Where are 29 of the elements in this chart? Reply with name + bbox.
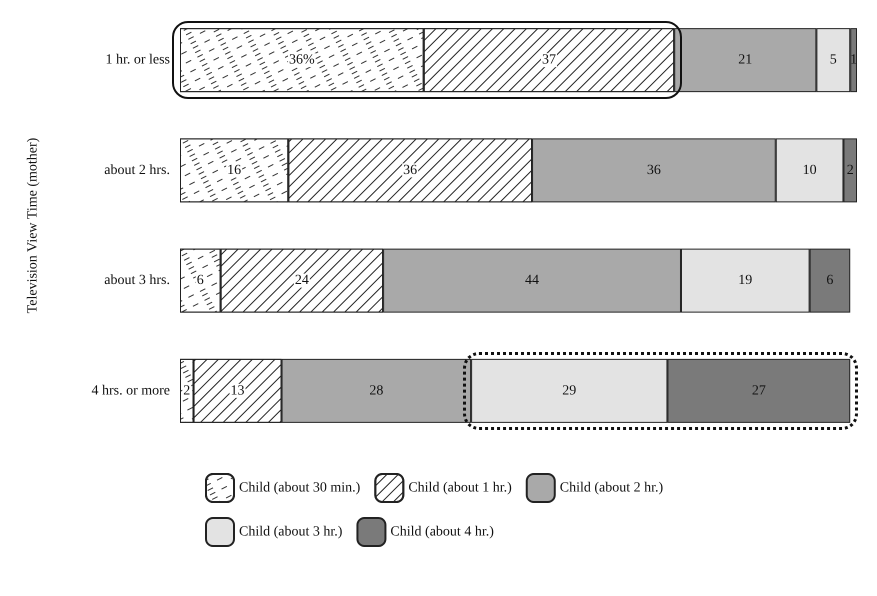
data-label: 36% xyxy=(289,52,316,68)
data-label: 27 xyxy=(752,383,766,398)
data-label: 36 xyxy=(403,162,418,178)
data-label: 16 xyxy=(227,162,242,178)
data-label: 6 xyxy=(196,273,204,288)
data-label: 2 xyxy=(183,383,190,398)
data-label: 10 xyxy=(802,162,817,178)
y-tick-label: about 2 hrs. xyxy=(104,162,170,178)
legend-label: Child (about 4 hr.) xyxy=(390,524,494,540)
y-tick-label: about 3 hrs. xyxy=(104,273,170,288)
data-label: 36 xyxy=(646,162,661,178)
y-axis-title: Television View Time (mother) xyxy=(26,137,40,314)
y-tick-label: 4 hrs. or more xyxy=(91,383,170,398)
data-label: 19 xyxy=(738,273,752,288)
data-label: 28 xyxy=(369,383,384,398)
data-label: 37 xyxy=(542,52,556,68)
data-label: 13 xyxy=(230,383,245,398)
data-label: 2 xyxy=(846,162,854,178)
legend-label: Child (about 1 hr.) xyxy=(408,480,512,496)
data-label: 6 xyxy=(826,273,834,288)
y-tick-label: 1 hr. or less xyxy=(105,52,170,68)
data-label: 21 xyxy=(738,52,752,68)
data-label: 44 xyxy=(525,273,540,288)
data-label: 29 xyxy=(562,383,576,398)
legend-label: Child (about 3 hr.) xyxy=(239,524,343,540)
data-label: 24 xyxy=(294,273,309,288)
data-label: 5 xyxy=(830,52,837,68)
legend-label: Child (about 2 hr.) xyxy=(560,480,664,496)
legend-label: Child (about 30 min.) xyxy=(239,480,361,496)
